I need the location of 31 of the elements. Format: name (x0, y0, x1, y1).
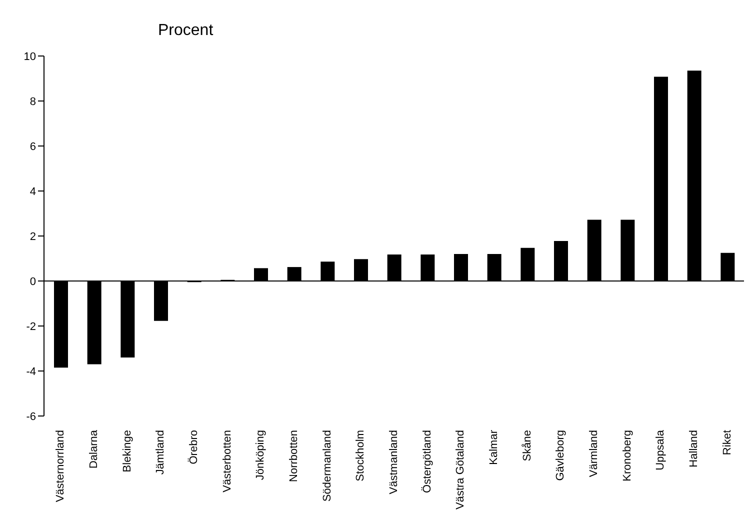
x-tick-label: Blekinge (121, 430, 134, 472)
x-tick-label: Östergötland (420, 430, 434, 493)
y-tick-label: 4 (30, 186, 36, 198)
x-tick-label: Värmland (588, 430, 600, 478)
x-tick-label: Jämtland (154, 430, 167, 475)
y-tick-label: 2 (30, 230, 36, 243)
y-tick-label: 10 (24, 50, 36, 63)
x-tick-label: Halland (688, 430, 700, 468)
y-tick-label: 6 (30, 140, 36, 153)
y-tick-label: 8 (30, 96, 36, 108)
y-axis-title: Procent (158, 22, 214, 40)
x-tick-label: Gävleborg (554, 430, 567, 481)
y-tick-label: -6 (26, 410, 36, 423)
x-tick-label: Västernorrland (54, 430, 67, 502)
y-tick-label: -4 (26, 366, 36, 378)
x-tick-label: Örebro (187, 430, 200, 464)
x-tick-label: Jönköping (254, 430, 267, 480)
x-tick-label: Skåne (521, 430, 534, 462)
x-tick-label: Södermanland (321, 430, 334, 502)
x-tick-label: Stockholm (354, 430, 367, 482)
x-tick-label: Västerbotten (221, 430, 234, 492)
x-tick-label: Uppsala (654, 429, 667, 470)
x-tick-label: Västra Götaland (454, 430, 467, 510)
x-tick-label: Västmanland (388, 430, 400, 494)
y-tick-label: 0 (30, 276, 36, 288)
x-tick-label: Kronoberg (621, 430, 634, 482)
x-tick-label: Riket (721, 430, 734, 456)
x-tick-label: Kalmar (488, 430, 500, 465)
y-tick-label: -2 (26, 320, 36, 333)
x-tick-label: Dalarna (88, 429, 100, 469)
x-tick-label: Norrbotten (288, 430, 300, 482)
